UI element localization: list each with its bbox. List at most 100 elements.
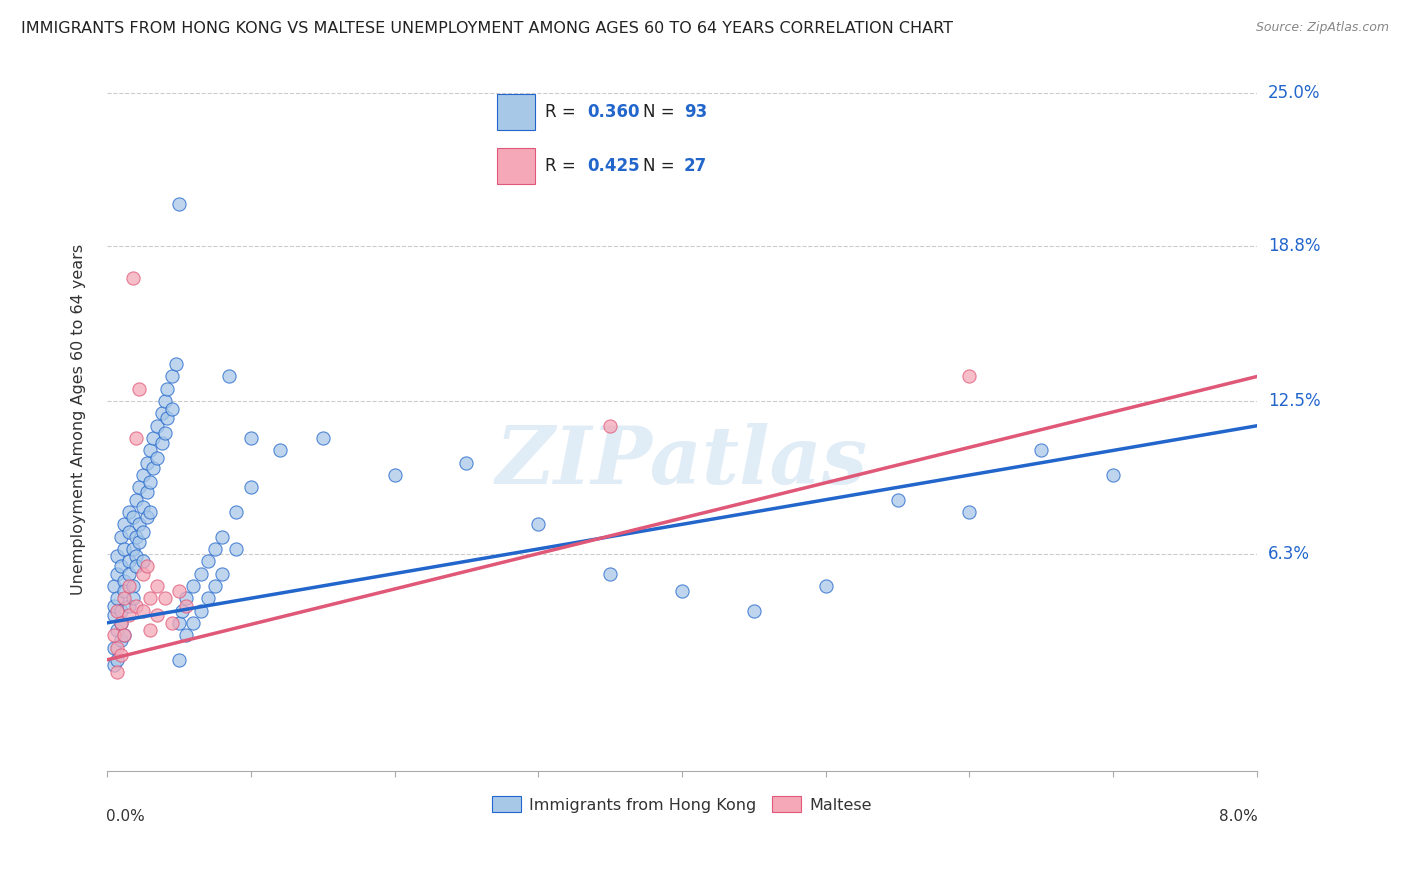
Text: ZIPatlas: ZIPatlas — [496, 423, 868, 500]
Point — [197, 554, 219, 568]
Point — [239, 480, 262, 494]
Point — [105, 549, 128, 564]
Point — [132, 524, 155, 539]
Point — [1031, 443, 1053, 458]
Point — [122, 510, 145, 524]
Point — [160, 401, 183, 416]
Point — [117, 505, 139, 519]
Point — [110, 530, 132, 544]
Point — [132, 468, 155, 483]
Point — [112, 583, 135, 598]
Point — [110, 615, 132, 630]
Point — [132, 500, 155, 514]
Point — [110, 615, 132, 630]
Point — [142, 431, 165, 445]
Text: 8.0%: 8.0% — [1219, 809, 1258, 824]
Point — [384, 468, 406, 483]
Point — [204, 579, 226, 593]
Point — [125, 530, 148, 544]
Point — [156, 382, 179, 396]
Point — [125, 599, 148, 613]
Point — [117, 554, 139, 568]
Y-axis label: Unemployment Among Ages 60 to 64 years: Unemployment Among Ages 60 to 64 years — [72, 244, 86, 595]
Point — [1102, 468, 1125, 483]
Point — [103, 608, 125, 623]
Text: 6.3%: 6.3% — [1268, 545, 1310, 563]
Point — [105, 665, 128, 680]
Point — [165, 357, 187, 371]
Point — [167, 197, 190, 211]
Point — [105, 653, 128, 667]
Point — [110, 633, 132, 648]
Point — [117, 524, 139, 539]
Point — [181, 579, 204, 593]
Point — [146, 418, 169, 433]
Point — [112, 591, 135, 606]
Point — [886, 492, 908, 507]
Point — [312, 431, 335, 445]
Point — [110, 559, 132, 574]
Point — [136, 485, 159, 500]
Point — [128, 480, 150, 494]
Point — [122, 591, 145, 606]
Point — [204, 541, 226, 556]
Point — [146, 608, 169, 623]
Point — [139, 475, 162, 490]
Point — [174, 628, 197, 642]
Point — [814, 579, 837, 593]
Point — [599, 566, 621, 581]
Point — [122, 271, 145, 285]
Point — [103, 657, 125, 672]
Point — [122, 541, 145, 556]
Point — [139, 591, 162, 606]
Point — [139, 505, 162, 519]
Point — [112, 628, 135, 642]
Point — [167, 583, 190, 598]
Text: 0.0%: 0.0% — [105, 809, 145, 824]
Point — [132, 603, 155, 617]
Point — [110, 603, 132, 617]
Point — [136, 510, 159, 524]
Point — [153, 394, 176, 409]
Point — [112, 541, 135, 556]
Point — [160, 369, 183, 384]
Point — [142, 460, 165, 475]
Point — [167, 653, 190, 667]
Point — [105, 624, 128, 638]
Point — [190, 603, 212, 617]
Legend: Immigrants from Hong Kong, Maltese: Immigrants from Hong Kong, Maltese — [486, 789, 877, 819]
Point — [125, 431, 148, 445]
Point — [103, 640, 125, 655]
Point — [181, 615, 204, 630]
Point — [105, 640, 128, 655]
Point — [150, 407, 173, 421]
Point — [959, 369, 981, 384]
Point — [671, 583, 693, 598]
Point — [218, 369, 240, 384]
Point — [160, 615, 183, 630]
Point — [128, 534, 150, 549]
Point — [103, 599, 125, 613]
Point — [105, 591, 128, 606]
Point — [742, 603, 765, 617]
Point — [117, 579, 139, 593]
Point — [117, 566, 139, 581]
Point — [150, 436, 173, 450]
Point — [117, 608, 139, 623]
Point — [269, 443, 291, 458]
Point — [139, 443, 162, 458]
Point — [190, 566, 212, 581]
Point — [527, 517, 550, 532]
Text: 18.8%: 18.8% — [1268, 237, 1320, 255]
Point — [105, 566, 128, 581]
Point — [128, 517, 150, 532]
Point — [110, 648, 132, 662]
Point — [156, 411, 179, 425]
Point — [170, 603, 193, 617]
Point — [211, 566, 233, 581]
Point — [225, 541, 247, 556]
Point — [136, 456, 159, 470]
Point — [125, 549, 148, 564]
Text: IMMIGRANTS FROM HONG KONG VS MALTESE UNEMPLOYMENT AMONG AGES 60 TO 64 YEARS CORR: IMMIGRANTS FROM HONG KONG VS MALTESE UNE… — [21, 21, 953, 36]
Point — [132, 566, 155, 581]
